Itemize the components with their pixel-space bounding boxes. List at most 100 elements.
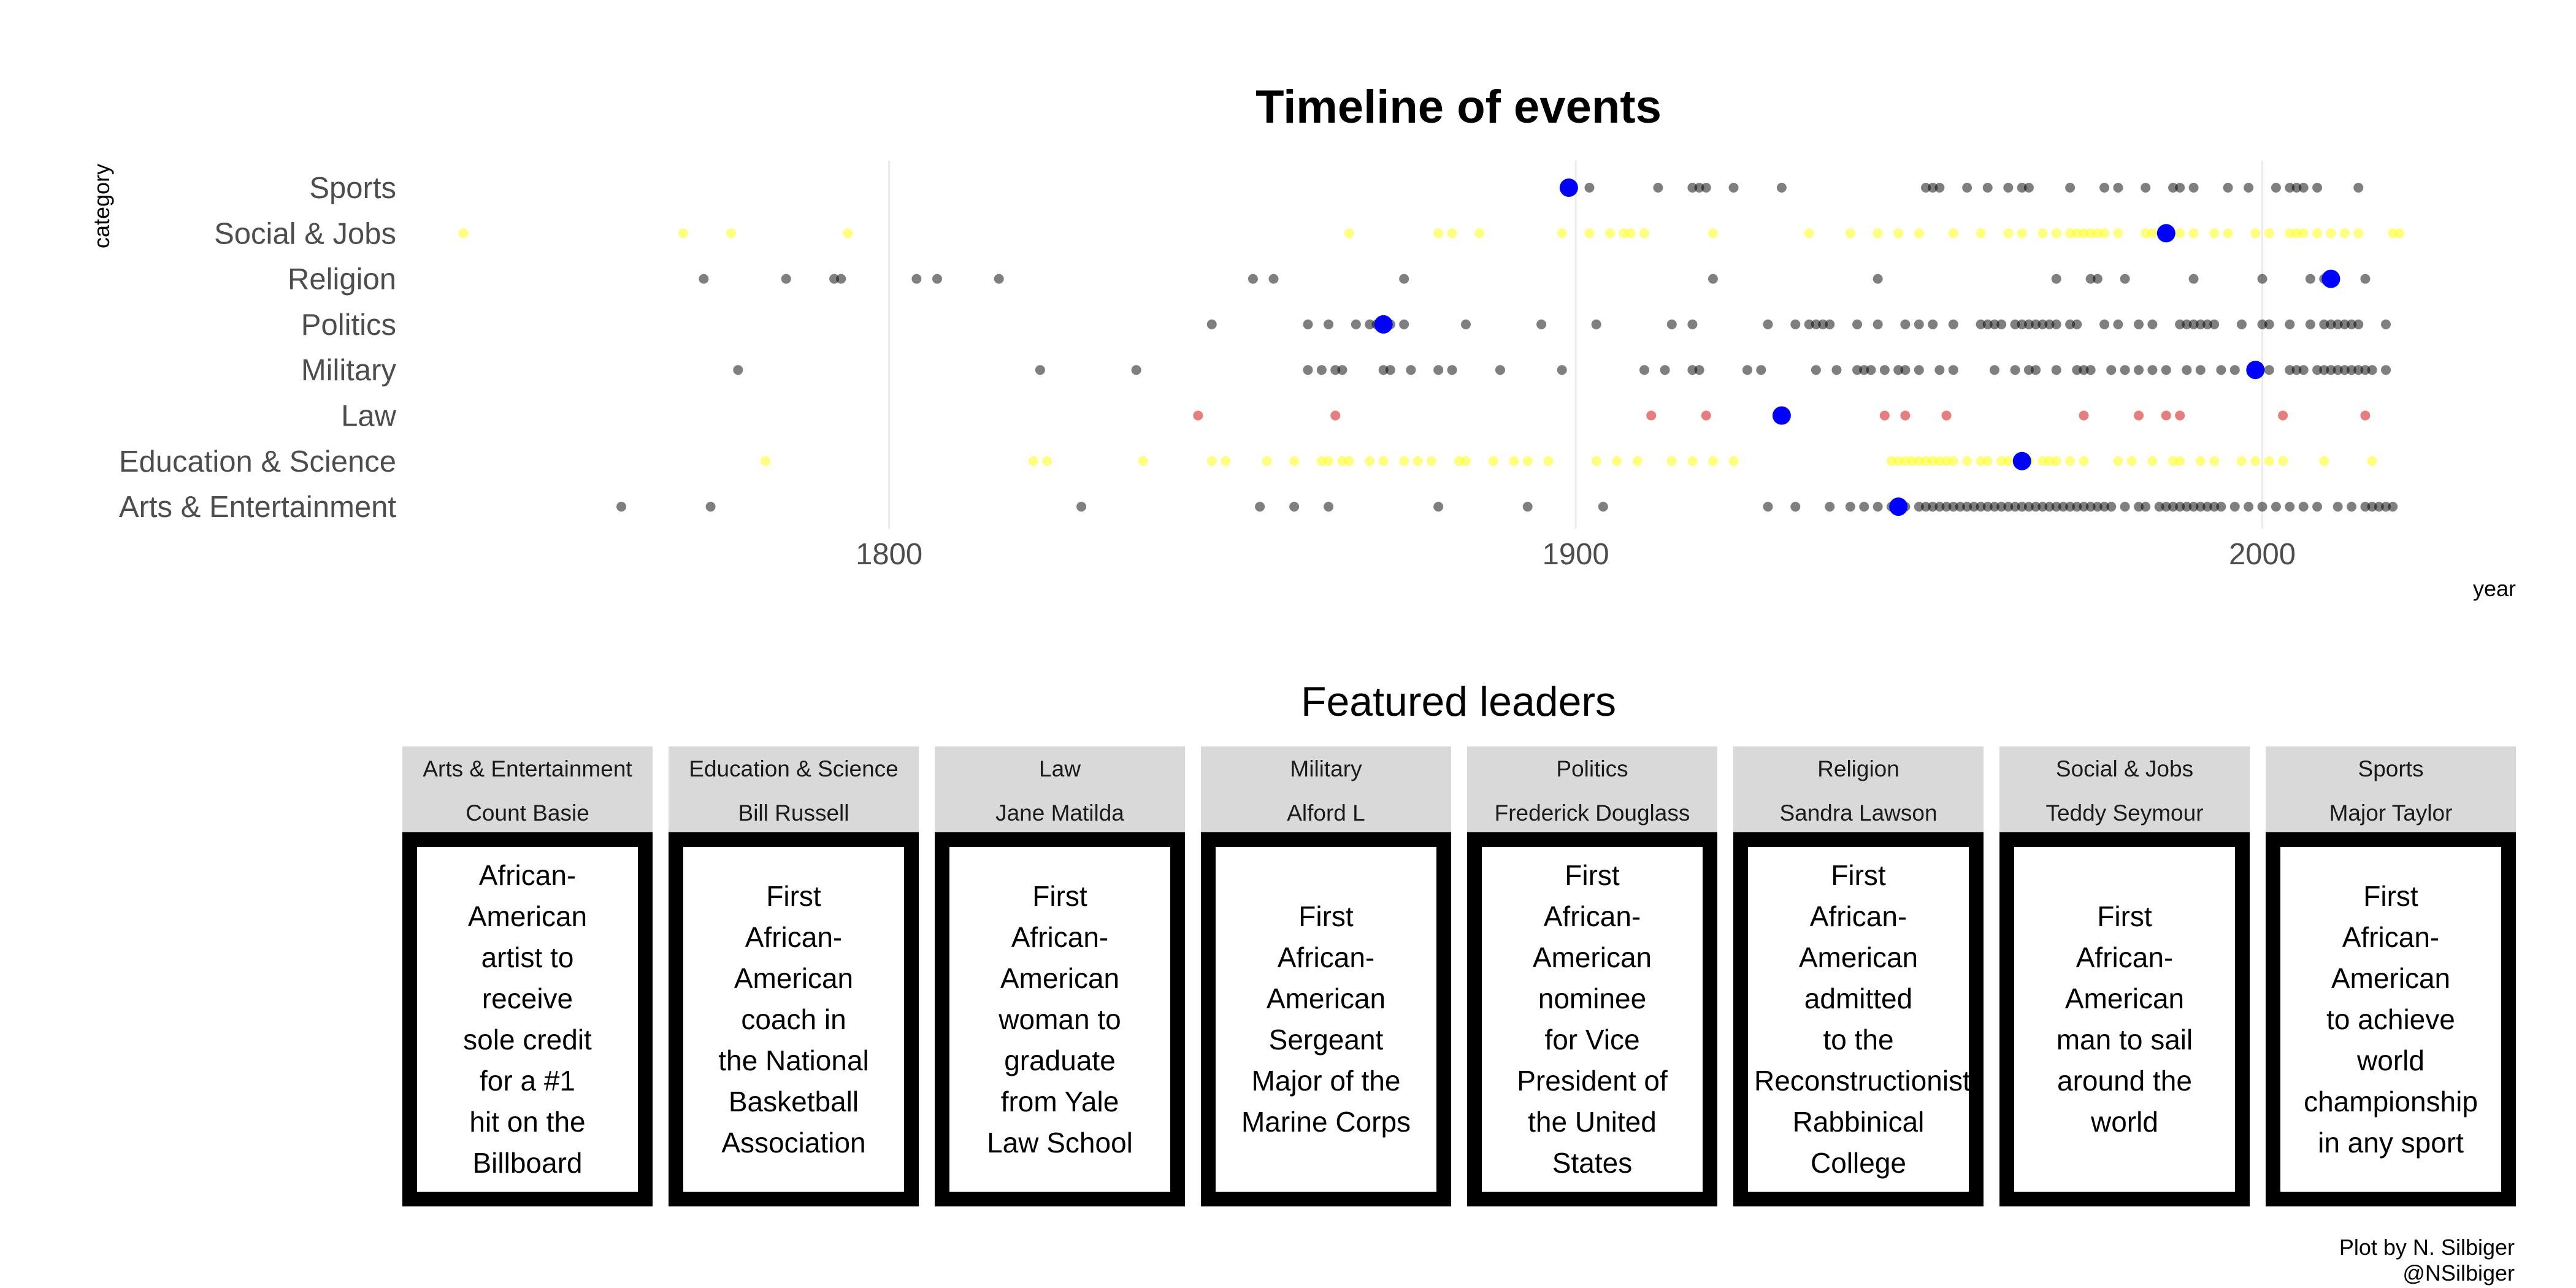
event-point	[1324, 502, 1334, 512]
leader-panel-arts: Arts & Entertainment Count Basie African…	[402, 746, 653, 1206]
event-point	[2003, 228, 2014, 239]
panel-category: Arts & Entertainment	[423, 756, 632, 781]
event-point	[1873, 319, 1883, 329]
event-point	[1914, 365, 1924, 375]
event-point	[1893, 456, 1904, 466]
event-point	[1076, 502, 1087, 512]
event-point	[1701, 183, 1711, 193]
event-point	[1948, 456, 1958, 466]
event-point	[1893, 365, 1904, 375]
event-point	[1495, 365, 1505, 375]
event-point	[2175, 502, 2185, 512]
event-point	[2202, 502, 2212, 512]
event-point	[2092, 274, 2103, 284]
event-point	[1206, 456, 1217, 466]
event-point	[1728, 456, 1739, 466]
event-point	[2182, 365, 2192, 375]
event-point	[911, 274, 922, 284]
event-point	[2216, 502, 2226, 512]
event-point	[1763, 319, 1773, 329]
event-point	[2168, 183, 2178, 193]
event-point	[2298, 228, 2309, 239]
event-point	[1666, 456, 1677, 466]
event-point	[2353, 228, 2364, 239]
leader-panel-politics: Politics Frederick Douglass First Africa…	[1467, 746, 1717, 1206]
event-point	[2051, 502, 2061, 512]
x-tick-label: 1900	[1543, 538, 1609, 571]
panel-category: Education & Science	[689, 756, 899, 781]
event-point	[2113, 319, 2123, 329]
panel-frame: African- American artist to receive sole…	[402, 832, 653, 1206]
event-point	[2065, 183, 2076, 193]
leader-panel-religion: Religion Sandra Lawson First African- Am…	[1733, 746, 1984, 1206]
event-point	[2202, 319, 2212, 329]
event-point	[2010, 502, 2020, 512]
event-point	[1324, 319, 1334, 329]
event-point	[1399, 274, 1409, 284]
event-point	[1955, 502, 1965, 512]
event-point	[1811, 365, 1821, 375]
event-point	[2099, 183, 2110, 193]
panel-frame: First African- American Sergeant Major o…	[1201, 832, 1451, 1206]
event-point	[2168, 502, 2178, 512]
event-point	[2134, 410, 2144, 421]
event-point	[1879, 365, 1890, 375]
event-point	[2182, 502, 2192, 512]
panel-body: First African- American coach in the Nat…	[683, 847, 904, 1192]
event-point	[2244, 502, 2254, 512]
event-point	[2333, 502, 2343, 512]
event-point	[2312, 502, 2323, 512]
event-point	[2079, 502, 2089, 512]
event-point	[1976, 456, 1986, 466]
event-point	[1934, 502, 1945, 512]
event-point	[1639, 365, 1650, 375]
panel-header: Social & Jobs Teddy Seymour	[1999, 746, 2250, 832]
event-point	[1852, 365, 1863, 375]
event-point	[2065, 456, 2076, 466]
event-point	[1845, 502, 1855, 512]
event-point	[2209, 456, 2220, 466]
event-point	[2278, 410, 2288, 421]
event-point	[726, 228, 737, 239]
event-point	[1687, 365, 1698, 375]
credit-author: Plot by N. Silbiger	[2339, 1235, 2515, 1260]
event-point	[2326, 319, 2336, 329]
event-point	[1639, 228, 1650, 239]
event-point	[1378, 365, 1389, 375]
event-point	[2051, 228, 2061, 239]
event-point	[2003, 456, 2014, 466]
event-point	[1982, 502, 1993, 512]
panel-description: African- American artist to receive sole…	[463, 859, 592, 1179]
event-point	[2134, 365, 2144, 375]
event-point	[2141, 183, 2151, 193]
event-point	[1330, 410, 1341, 421]
event-point	[1632, 456, 1643, 466]
event-point	[843, 228, 853, 239]
event-point	[2188, 274, 2199, 284]
event-point	[2085, 365, 2096, 375]
event-point	[2168, 456, 2178, 466]
event-point	[2353, 183, 2364, 193]
event-point	[1873, 228, 1883, 239]
event-point	[1941, 456, 1952, 466]
event-point	[1447, 228, 1457, 239]
event-point	[2209, 319, 2220, 329]
event-point	[2209, 228, 2220, 239]
event-point	[1845, 228, 1855, 239]
event-point	[2271, 502, 2281, 512]
event-point	[1399, 319, 1409, 329]
event-point	[2333, 319, 2343, 329]
event-point	[829, 274, 840, 284]
event-point	[1289, 456, 1300, 466]
event-point	[761, 456, 771, 466]
event-point	[1701, 410, 1711, 421]
event-point	[2319, 456, 2329, 466]
event-point	[2175, 228, 2185, 239]
event-point	[2236, 319, 2247, 329]
event-point	[1612, 456, 1622, 466]
event-point	[781, 274, 791, 284]
event-point	[2182, 319, 2192, 329]
event-point	[2305, 274, 2315, 284]
event-point	[1920, 502, 1931, 512]
event-point	[2092, 502, 2103, 512]
